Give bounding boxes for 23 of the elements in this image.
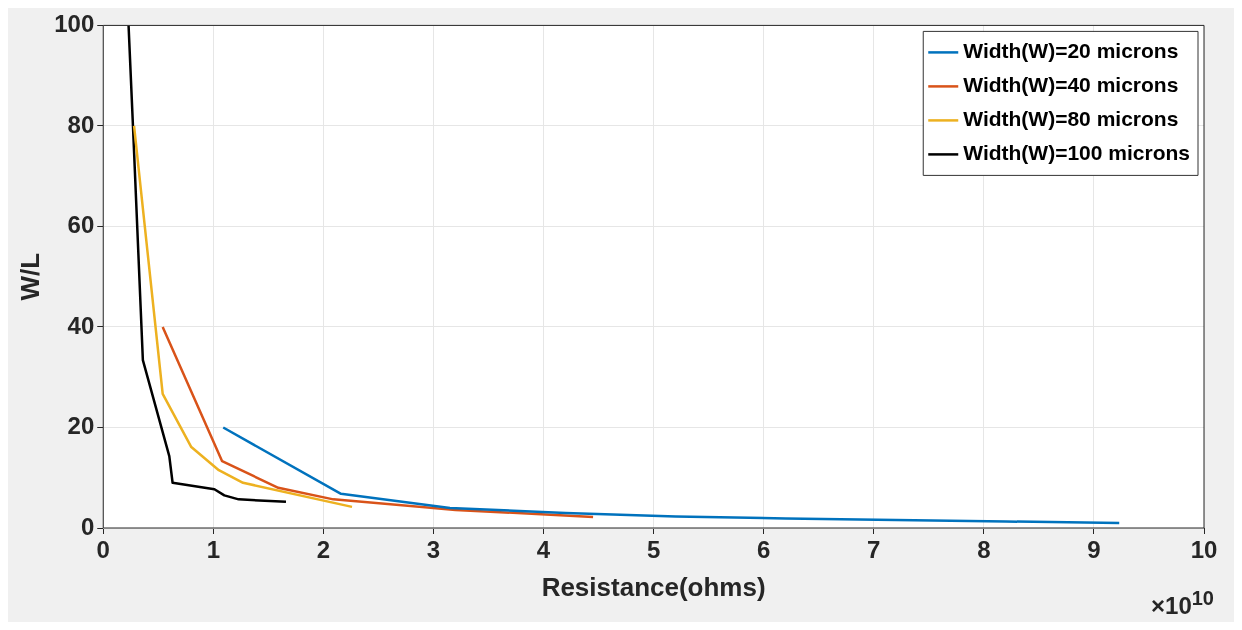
x-tick-label: 3 — [426, 536, 441, 564]
y-tick-label: 40 — [67, 311, 95, 339]
x-tick-label: 7 — [867, 536, 881, 564]
x-tick-label: 10 — [1190, 536, 1218, 564]
x-tick-label: 9 — [1087, 536, 1101, 564]
legend-label: Width(W)=100 microns — [963, 141, 1191, 165]
legend-label: Width(W)=40 microns — [963, 73, 1179, 97]
y-tick-label: 0 — [80, 512, 95, 540]
y-tick-label: 100 — [54, 10, 95, 38]
x-tick-label: 4 — [536, 536, 551, 564]
legend-label: Width(W)=20 microns — [963, 39, 1179, 63]
y-axis-title: W/L — [14, 252, 45, 301]
x-tick-label: 8 — [977, 536, 991, 564]
y-tick-label: 80 — [67, 110, 95, 138]
legend-label: Width(W)=80 microns — [963, 107, 1179, 131]
x-tick-label: 6 — [757, 536, 771, 564]
y-tick-label: 60 — [67, 211, 95, 239]
x-tick-label: 2 — [316, 536, 331, 564]
text: ×10$^{10}$ — [1151, 587, 1214, 620]
x-axis-title: Resistance(ohms) — [541, 571, 766, 602]
x-tick-label: 5 — [646, 536, 661, 564]
x-tick-label: 1 — [206, 536, 220, 564]
y-tick-label: 20 — [67, 412, 95, 440]
